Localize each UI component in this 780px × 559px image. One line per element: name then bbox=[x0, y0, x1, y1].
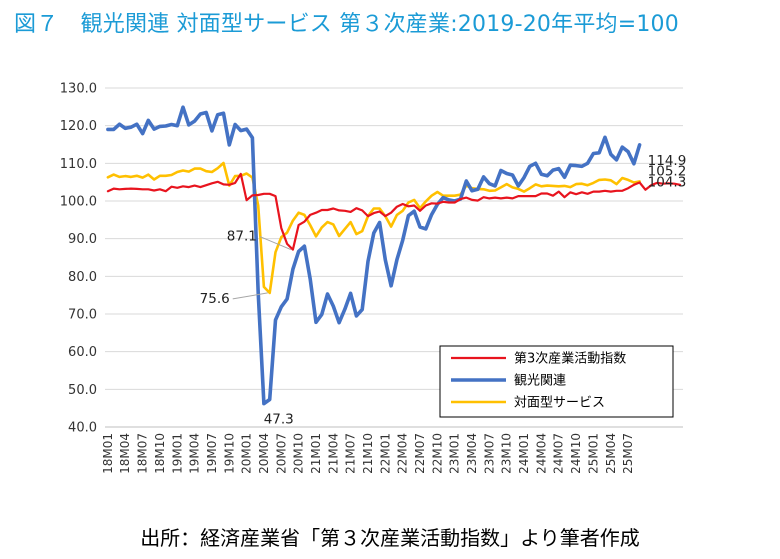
x-tick-label: 23M10 bbox=[500, 433, 514, 474]
x-tick-label: 24M01 bbox=[517, 433, 531, 474]
series-line-1 bbox=[106, 105, 642, 406]
data-label: 104.3 bbox=[648, 175, 687, 191]
y-tick-label: 40.0 bbox=[68, 421, 97, 436]
x-tick-label: 21M10 bbox=[361, 433, 375, 474]
series-lines bbox=[106, 105, 682, 406]
data-label: 75.6 bbox=[200, 291, 230, 307]
x-tick-label: 18M01 bbox=[101, 433, 115, 474]
y-tick-label: 130.0 bbox=[60, 82, 97, 97]
chart-title: 図７ 観光関連 対面型サービス 第３次産業:2019-20年平均=100 bbox=[14, 12, 679, 37]
x-tick-label: 23M07 bbox=[482, 433, 496, 474]
legend-label: 第3次産業活動指数 bbox=[514, 351, 626, 367]
data-label: 87.1 bbox=[227, 229, 257, 245]
source-note: 出所：経済産業省「第３次産業活動指数」より筆者作成 bbox=[140, 526, 640, 550]
annotation-leader bbox=[259, 236, 292, 251]
x-tick-label: 19M01 bbox=[170, 433, 184, 474]
x-tick-label: 22M07 bbox=[413, 433, 427, 474]
y-tick-label: 120.0 bbox=[60, 119, 97, 134]
x-tick-label: 22M04 bbox=[396, 433, 410, 474]
series-line-2 bbox=[106, 161, 641, 295]
y-tick-label: 60.0 bbox=[68, 345, 97, 360]
x-tick-label: 19M04 bbox=[188, 433, 202, 474]
series-line-0 bbox=[106, 172, 682, 251]
x-tick-label: 22M01 bbox=[378, 433, 392, 474]
x-axis-ticks: 18M01 18M04 18M07 18M10 19M01 19M04 19M07 19M10… bbox=[101, 433, 635, 474]
x-tick-label: 20M04 bbox=[257, 433, 271, 474]
data-label: 105.2 bbox=[648, 163, 687, 179]
x-tick-label: 20M07 bbox=[274, 433, 288, 474]
y-tick-label: 50.0 bbox=[68, 383, 97, 398]
x-tick-label: 23M04 bbox=[465, 433, 479, 474]
y-tick-label: 110.0 bbox=[60, 157, 97, 172]
x-tick-label: 25M07 bbox=[621, 433, 635, 474]
x-tick-label: 24M07 bbox=[552, 433, 566, 474]
y-tick-label: 70.0 bbox=[68, 308, 97, 323]
x-tick-label: 21M04 bbox=[326, 433, 340, 474]
y-tick-label: 80.0 bbox=[68, 270, 97, 285]
x-tick-label: 21M01 bbox=[309, 433, 323, 474]
x-tick-label: 20M10 bbox=[292, 433, 306, 474]
grid-lines bbox=[105, 87, 683, 428]
legend-label: 対面型サービス bbox=[514, 396, 605, 411]
x-tick-label: 19M07 bbox=[205, 433, 219, 474]
y-tick-label: 100.0 bbox=[60, 195, 97, 210]
y-axis-ticks: 40.0 50.0 60.0 70.0 80.0 90.0 100.0 110.0 120.0 1… bbox=[60, 82, 97, 436]
legend-label: 観光関連 bbox=[514, 374, 566, 389]
x-tick-label: 18M04 bbox=[118, 433, 132, 474]
data-label: 114.9 bbox=[648, 153, 687, 169]
x-tick-label: 22M10 bbox=[430, 433, 444, 474]
x-tick-label: 19M10 bbox=[222, 433, 236, 474]
x-tick-label: 24M10 bbox=[569, 433, 583, 474]
annotation-leader bbox=[232, 292, 268, 300]
x-tick-label: 24M04 bbox=[534, 433, 548, 474]
x-tick-label: 25M01 bbox=[586, 433, 600, 474]
x-tick-label: 20M01 bbox=[240, 433, 254, 474]
y-tick-label: 90.0 bbox=[68, 232, 97, 247]
x-tick-label: 18M07 bbox=[136, 433, 150, 474]
data-label: 47.3 bbox=[264, 412, 294, 428]
x-tick-label: 25M04 bbox=[604, 433, 618, 474]
x-tick-label: 18M10 bbox=[153, 433, 167, 474]
x-tick-label: 21M07 bbox=[344, 433, 358, 474]
x-tick-label: 23M01 bbox=[448, 433, 462, 474]
